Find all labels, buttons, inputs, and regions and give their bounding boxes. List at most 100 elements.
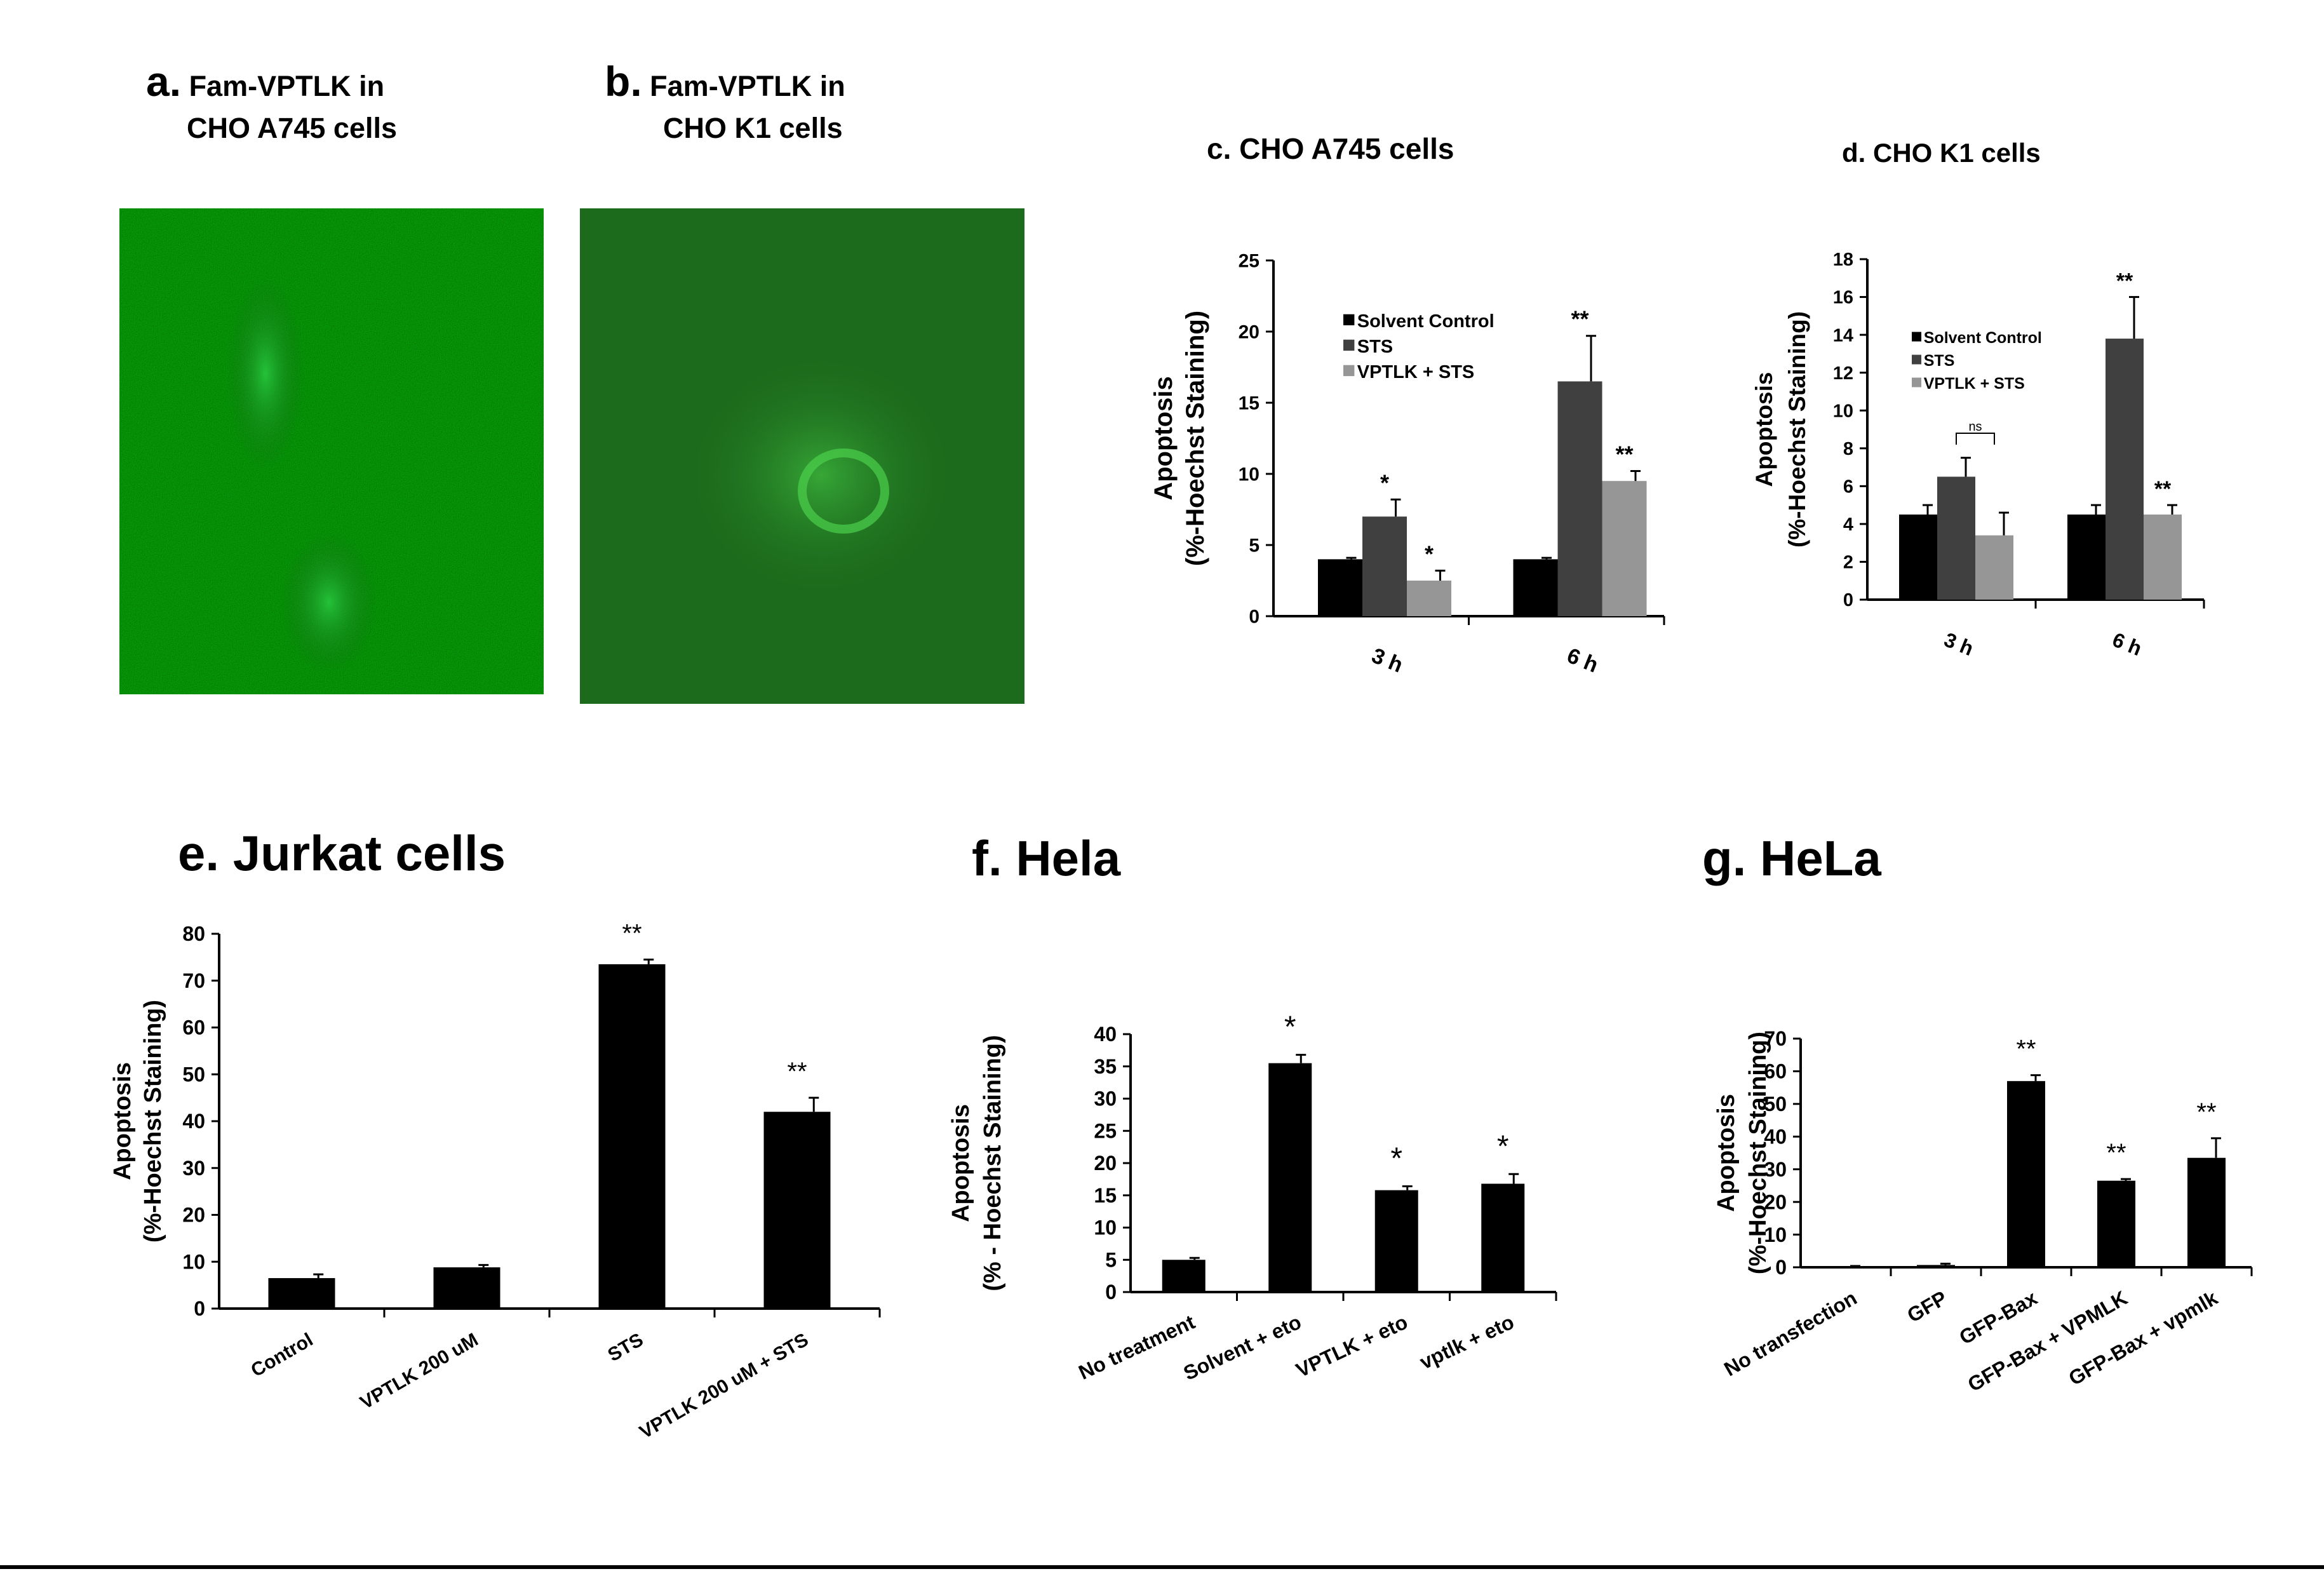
significance-mark: ** xyxy=(2154,477,2172,501)
bottom-rule xyxy=(0,1565,2324,1569)
y-tick-label: 40 xyxy=(182,1110,205,1133)
bar-gfp-bax xyxy=(2007,1081,2045,1267)
bar-gfp-bax-vpmlk xyxy=(2187,1157,2226,1267)
y-tick-label: 14 xyxy=(1833,325,1853,346)
bar-sts-6h xyxy=(1557,381,1602,616)
ns-bracket xyxy=(1956,432,1995,445)
panel-a-line1: Fam-VPTLK in xyxy=(189,70,385,102)
y-axis-label: Apoptosis xyxy=(1150,376,1178,501)
y-tick-label: 4 xyxy=(1843,515,1853,535)
y-tick-label: 10 xyxy=(182,1250,205,1273)
legend-label: STS xyxy=(1357,337,1393,357)
y-tick-label: 25 xyxy=(1094,1119,1117,1142)
bar-gfp-bax-vpmlk xyxy=(2097,1180,2135,1267)
y-axis-label-units: (%-Hoechst Staining) xyxy=(1181,311,1209,566)
x-category-label: GFP-Bax + VPMLK xyxy=(1964,1286,2132,1396)
significance-mark: ** xyxy=(622,920,641,948)
bar-no-transfection xyxy=(1827,1266,1865,1268)
x-category-label: No transfection xyxy=(1720,1286,1860,1381)
significance-mark: ** xyxy=(1571,306,1589,332)
y-tick-label: 20 xyxy=(1094,1152,1117,1175)
bar-vptlk-eto xyxy=(1481,1183,1525,1292)
significance-mark: ** xyxy=(2196,1098,2216,1126)
y-tick-label: 20 xyxy=(182,1204,205,1227)
y-tick-label: 12 xyxy=(1833,363,1853,384)
chart-f-title: f. Hela xyxy=(972,830,1121,886)
y-axis-label: Apoptosis xyxy=(1751,372,1777,487)
legend-label: Solvent Control xyxy=(1924,329,2042,347)
cell-fluorescence-1 xyxy=(227,278,304,469)
bar-solvent-eto xyxy=(1268,1063,1312,1292)
significance-mark: * xyxy=(1497,1129,1509,1163)
y-axis-label-units: (%-Hoechst Staining) xyxy=(140,1000,166,1243)
y-tick-label: 15 xyxy=(1094,1184,1117,1207)
bar-solvent-control-3h xyxy=(1318,559,1362,616)
chart-g-title: g. HeLa xyxy=(1702,830,1881,886)
legend-label: STS xyxy=(1924,352,1955,370)
y-tick-label: 10 xyxy=(1239,464,1259,485)
x-category-label: GFP xyxy=(1904,1286,1951,1327)
chart-d-title: d. CHO K1 cells xyxy=(1842,138,2041,168)
panel-b-line1: Fam-VPTLK in xyxy=(650,70,845,102)
y-tick-label: 50 xyxy=(1764,1093,1787,1115)
y-tick-label: 30 xyxy=(182,1157,205,1180)
panel-b-letter: b. xyxy=(605,58,642,105)
bar-sts xyxy=(598,964,666,1309)
bar-solvent-control-6h xyxy=(2067,515,2106,600)
bar-sts-3h xyxy=(1362,516,1407,616)
y-tick-label: 40 xyxy=(1764,1125,1787,1148)
y-tick-label: 0 xyxy=(1775,1256,1787,1279)
bar-solvent-control-6h xyxy=(1513,559,1558,616)
micrograph-b xyxy=(580,208,1024,704)
significance-mark: * xyxy=(1425,541,1434,567)
panel-a-letter: a. xyxy=(146,58,182,105)
y-tick-label: 16 xyxy=(1833,288,1853,308)
legend-swatch xyxy=(1912,354,1921,365)
y-tick-label: 60 xyxy=(1764,1060,1787,1083)
panel-a-line2: CHO A745 cells xyxy=(187,112,397,144)
legend-label: VPTLK + STS xyxy=(1924,375,2025,393)
y-tick-label: 0 xyxy=(1249,607,1259,628)
y-tick-label: 80 xyxy=(182,922,205,945)
y-tick-label: 40 xyxy=(1094,1023,1117,1046)
x-category-label: GFP-Bax + vpmlk xyxy=(2065,1286,2222,1390)
bar-no-treatment xyxy=(1162,1260,1206,1292)
y-axis-label: Apoptosis xyxy=(948,1104,974,1222)
bar-vptlk-200-um xyxy=(433,1267,500,1309)
significance-mark: ** xyxy=(787,1058,807,1086)
legend-swatch xyxy=(1343,365,1355,377)
y-tick-label: 20 xyxy=(1764,1190,1787,1213)
panel-a-title: a. Fam-VPTLK in CHO A745 cells xyxy=(146,60,397,149)
y-tick-label: 0 xyxy=(194,1297,205,1320)
micrograph-a xyxy=(119,208,544,694)
legend-label: VPTLK + STS xyxy=(1357,362,1475,382)
cell-fluorescence-2 xyxy=(281,532,377,672)
y-tick-label: 70 xyxy=(1764,1027,1787,1050)
bar-vptlk-sts-6h xyxy=(2144,515,2182,600)
bar-vptlk-sts-3h xyxy=(1407,581,1451,616)
chart-c-title: c. CHO A745 cells xyxy=(1207,132,1454,165)
y-axis-label-units: (%-Hoechst Staining) xyxy=(1745,1032,1771,1274)
y-tick-label: 25 xyxy=(1239,251,1259,272)
y-tick-label: 30 xyxy=(1094,1088,1117,1110)
significance-mark: ** xyxy=(2016,1035,2036,1063)
significance-mark: ** xyxy=(2116,269,2133,293)
significance-mark: * xyxy=(1390,1142,1402,1176)
y-tick-label: 8 xyxy=(1843,439,1853,459)
significance-mark: * xyxy=(1380,469,1389,495)
y-tick-label: 20 xyxy=(1239,322,1259,343)
y-tick-label: 5 xyxy=(1249,535,1259,556)
significance-mark: ** xyxy=(1615,441,1633,468)
cell-fluorescence-b xyxy=(688,354,955,596)
legend-label: Solvent Control xyxy=(1357,311,1494,332)
panel-b-title: b. Fam-VPTLK in CHO K1 cells xyxy=(605,60,845,149)
bar-control xyxy=(268,1278,335,1309)
significance-mark: ** xyxy=(2106,1139,2126,1167)
y-tick-label: 2 xyxy=(1843,553,1853,573)
bar-sts-3h xyxy=(1937,476,1975,600)
legend-swatch xyxy=(1912,377,1921,387)
